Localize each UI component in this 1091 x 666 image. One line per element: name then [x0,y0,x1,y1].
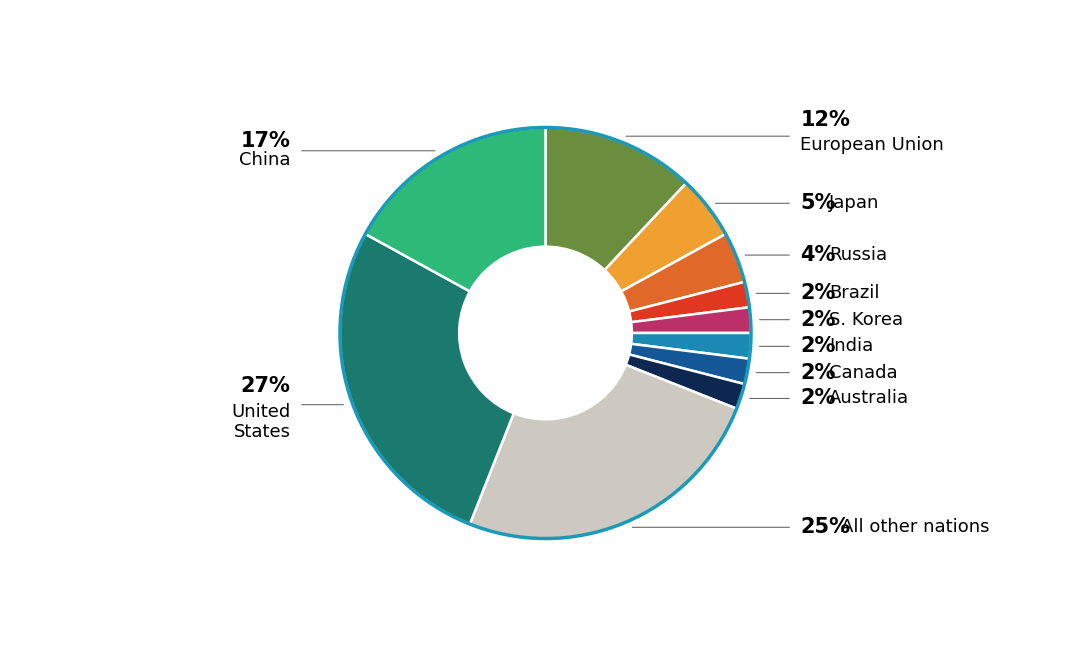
Text: Russia: Russia [829,246,887,264]
Text: 27%: 27% [241,376,290,396]
Wedge shape [631,307,751,333]
Text: Australia: Australia [829,390,910,408]
Text: 2%: 2% [801,336,836,356]
Wedge shape [626,354,744,409]
Text: S. Korea: S. Korea [829,311,903,329]
Wedge shape [630,282,750,322]
Wedge shape [604,183,726,292]
Text: 2%: 2% [801,283,836,303]
Wedge shape [470,365,736,539]
Text: 12%: 12% [801,110,850,130]
Text: All other nations: All other nations [841,518,990,536]
Text: Canada: Canada [829,364,898,382]
Text: 4%: 4% [801,245,836,265]
Text: 5%: 5% [801,193,836,213]
Wedge shape [630,344,750,384]
Text: 2%: 2% [801,363,836,383]
Text: European Union: European Union [801,136,944,154]
Text: 2%: 2% [801,310,836,330]
Wedge shape [631,333,751,359]
Text: Brazil: Brazil [829,284,879,302]
Text: China: China [239,151,290,168]
Wedge shape [365,127,546,292]
Text: India: India [829,337,874,355]
Text: 2%: 2% [801,388,836,408]
Wedge shape [546,127,686,270]
Text: Japan: Japan [829,194,879,212]
Wedge shape [621,234,744,312]
Text: 25%: 25% [801,517,850,537]
Text: 17%: 17% [241,131,290,151]
Wedge shape [340,234,514,524]
Text: United
States: United States [231,403,290,442]
